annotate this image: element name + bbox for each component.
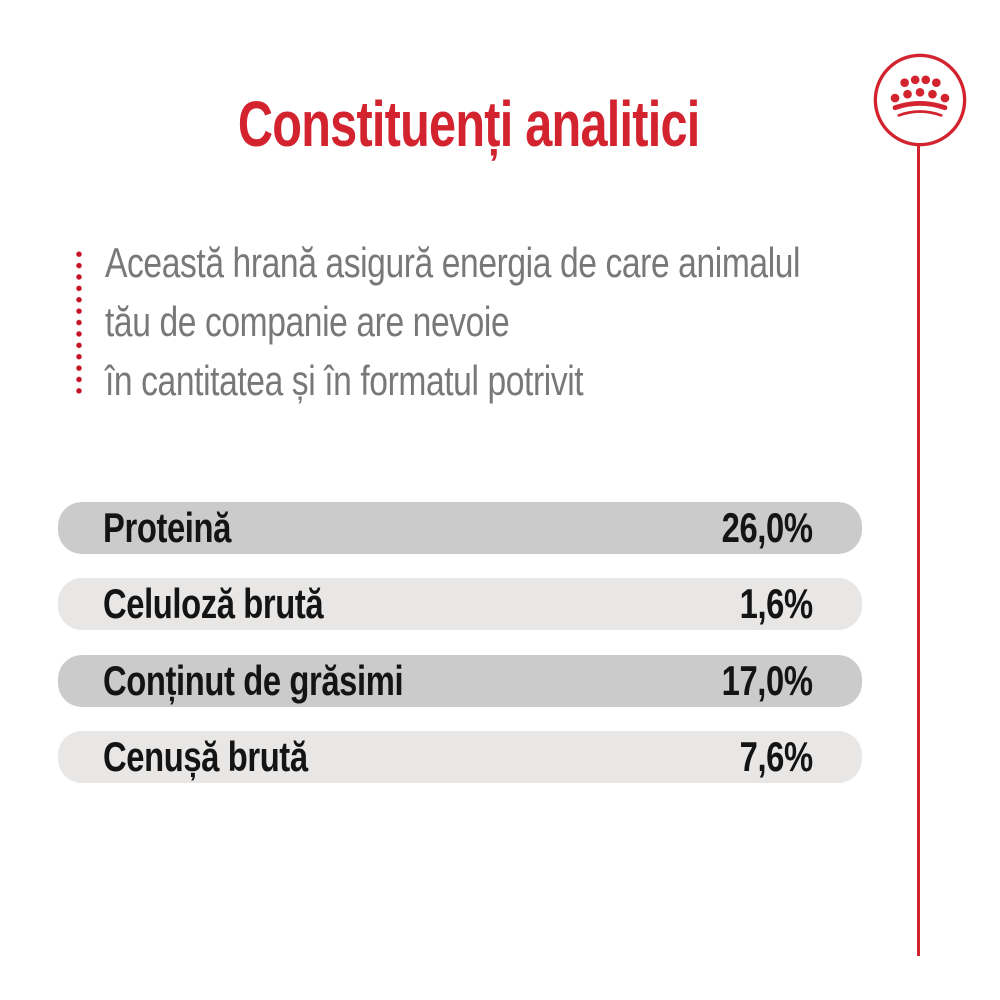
nutrition-table: Proteină 26,0% Celuloză brută 1,6% Conți… [58, 502, 862, 807]
row-value: 26,0% [722, 504, 813, 551]
intro-paragraph: Această hrană asigură energia de care an… [105, 233, 905, 410]
row-value: 1,6% [739, 580, 814, 628]
royal-canin-crown-logo [872, 52, 968, 148]
table-row: Cenușă brută 7,6% [58, 730, 862, 783]
row-value: 17,0% [722, 656, 813, 704]
row-value: 7,6% [739, 732, 814, 780]
vertical-red-line [917, 145, 920, 956]
intro-line: în cantitatea și în formatul potrivit [105, 357, 584, 404]
table-row: Conținut de grăsimi 17,0% [58, 654, 862, 707]
table-row: Proteină 26,0% [58, 502, 862, 554]
crown-icon [873, 53, 967, 147]
intro-line: tău de companie are nevoie [105, 298, 510, 345]
row-label: Celuloză brută [103, 580, 324, 628]
dotted-red-line [76, 251, 82, 399]
row-label: Proteină [103, 504, 231, 551]
title-block: Constituenți analitici [0, 89, 937, 159]
row-label: Cenușă brută [103, 732, 308, 780]
page-title: Constituenți analitici [237, 88, 700, 160]
intro-line: Această hrană asigură energia de care an… [105, 239, 801, 286]
table-row: Celuloză brută 1,6% [58, 578, 862, 631]
row-label: Conținut de grăsimi [103, 656, 404, 704]
